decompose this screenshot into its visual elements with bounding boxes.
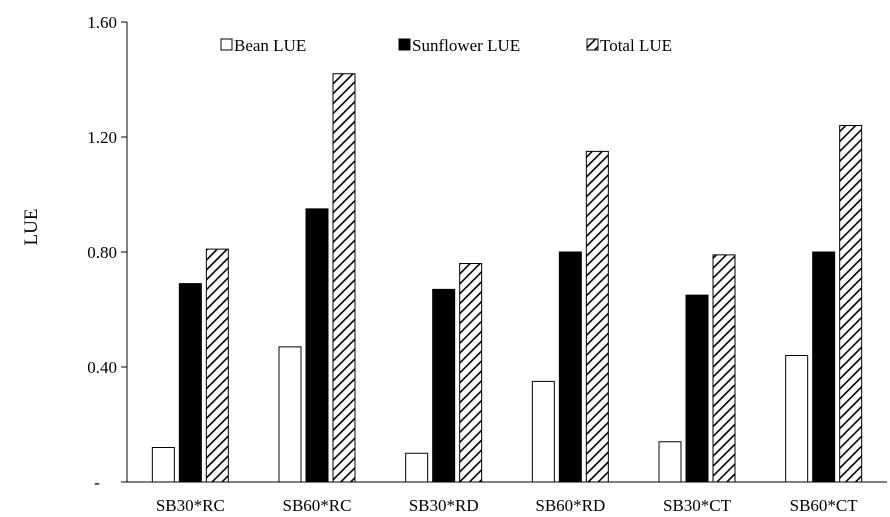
x-tick-label: SB60*RD — [535, 496, 605, 515]
x-tick-label: SB30*CT — [663, 496, 732, 515]
y-tick-label: 0.80 — [87, 243, 117, 262]
y-tick-label: - — [94, 473, 100, 492]
bar-total-lue — [712, 254, 736, 483]
bar-bean-lue — [531, 380, 555, 483]
bar-total-lue — [459, 263, 483, 483]
bar-total-lue — [205, 248, 229, 483]
x-axis-labels: SB30*RC SB60*RC SB30*RD SB60*RD SB30*CT SB60*… — [156, 496, 858, 515]
legend-swatch — [586, 38, 599, 51]
bar-sunflower-lue — [305, 208, 329, 483]
y-tick-label: 1.20 — [87, 128, 117, 147]
x-tick-label: SB30*RD — [409, 496, 479, 515]
y-axis-title: LUE — [21, 209, 42, 246]
bars — [151, 73, 863, 483]
bar-total-lue — [332, 73, 356, 483]
y-axis-ticks: - 0.40 0.80 1.20 1.60 — [87, 13, 127, 492]
legend-swatch — [220, 38, 233, 51]
bar-total-lue — [839, 125, 863, 483]
y-tick-label: 0.40 — [87, 358, 117, 377]
bar-sunflower-lue — [178, 283, 202, 483]
x-tick-label: SB60*CT — [790, 496, 859, 515]
legend-label: Total LUE — [600, 36, 672, 55]
bar-sunflower-lue — [685, 294, 709, 483]
bar-total-lue — [585, 150, 609, 483]
bar-bean-lue — [785, 355, 809, 483]
bar-sunflower-lue — [432, 288, 456, 483]
bar-bean-lue — [151, 447, 175, 483]
bar-bean-lue — [405, 452, 429, 483]
bar-bean-lue — [658, 441, 682, 483]
legend: Bean LUE Sunflower LUE Total LUE — [220, 36, 672, 55]
bar-sunflower-lue — [812, 251, 836, 483]
legend-label: Sunflower LUE — [412, 36, 520, 55]
x-tick-label: SB60*RC — [283, 496, 352, 515]
bar-bean-lue — [278, 346, 302, 483]
bar-sunflower-lue — [558, 251, 582, 483]
legend-swatch — [398, 38, 411, 51]
x-tick-label: SB30*RC — [156, 496, 225, 515]
legend-label: Bean LUE — [234, 36, 306, 55]
y-tick-label: 1.60 — [87, 13, 117, 32]
